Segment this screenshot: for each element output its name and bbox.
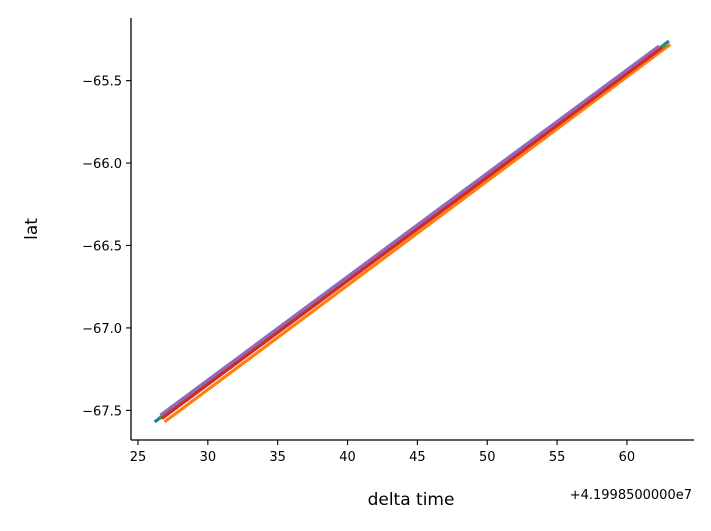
y-tick-label: −67.5 — [82, 404, 122, 419]
x-tick-label: 50 — [479, 450, 496, 465]
x-tick-label: 25 — [130, 450, 147, 465]
y-ticks: −67.5 −67.0 −66.5 −66.0 −65.5 — [82, 75, 131, 419]
x-tick-label: 55 — [549, 450, 566, 465]
x-axis-label: delta time — [368, 490, 455, 510]
x-tick-label: 40 — [339, 450, 356, 465]
x-tick-label: 30 — [200, 450, 217, 465]
series-line-track-5 — [159, 44, 661, 417]
x-axis-offset-label: +4.1998500000e7 — [570, 488, 692, 503]
y-tick-label: −67.0 — [82, 322, 122, 337]
y-tick-label: −65.5 — [82, 75, 122, 90]
x-tick-label: 60 — [619, 450, 636, 465]
series-layer — [153, 39, 672, 424]
y-tick-label: −66.5 — [82, 239, 122, 254]
x-tick-label: 45 — [409, 450, 426, 465]
x-tick-label: 35 — [269, 450, 286, 465]
series-line-track-2 — [163, 43, 672, 424]
series-line-track-4 — [160, 46, 663, 420]
y-axis-label: lat — [22, 218, 42, 240]
y-tick-label: −66.0 — [82, 157, 122, 172]
x-ticks: 25 30 35 40 45 50 55 60 — [130, 440, 636, 465]
